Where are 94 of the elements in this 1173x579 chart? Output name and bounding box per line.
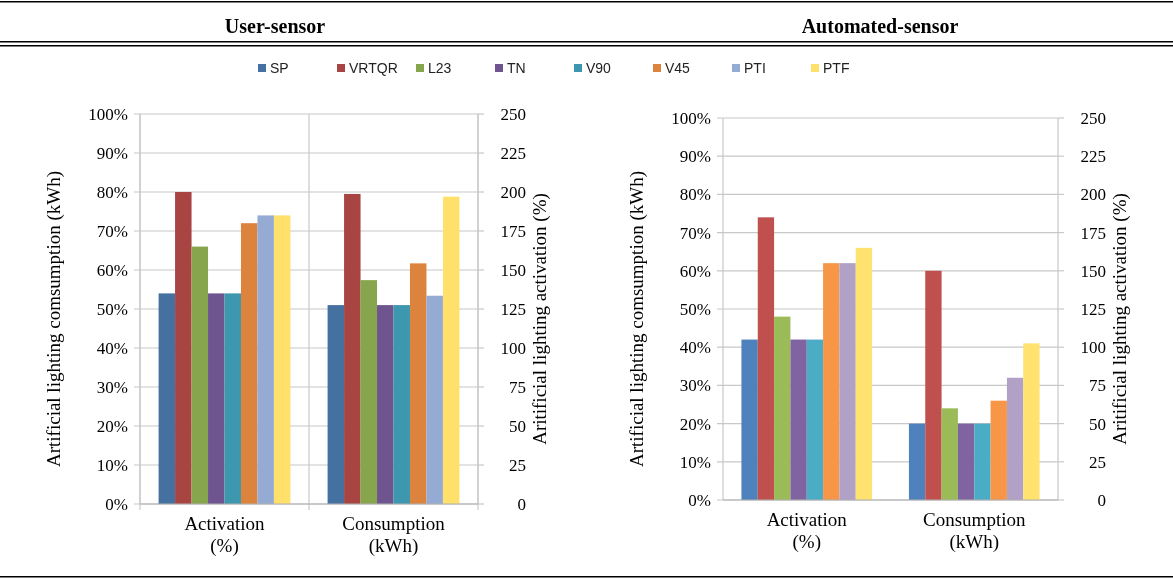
y-tick-label: 0% — [688, 491, 711, 510]
chart-title: User-sensor — [224, 15, 326, 37]
y2-tick-label: 150 — [500, 261, 526, 280]
bar — [409, 263, 427, 504]
bar — [393, 305, 410, 504]
y-tick-label: 10% — [679, 452, 711, 472]
bar — [957, 423, 975, 500]
bar — [344, 193, 361, 504]
y2-tick-label: 50 — [1089, 414, 1106, 434]
bar — [774, 316, 791, 500]
y2-tick-label: 125 — [1080, 300, 1106, 319]
y2-tick-label: 200 — [500, 183, 526, 202]
bar — [823, 263, 840, 500]
y2-axis-title: Aritificial lighting activation (%) — [529, 193, 551, 445]
y-tick-label: 20% — [679, 414, 711, 434]
y2-tick-label: 150 — [1080, 261, 1106, 281]
bar — [908, 423, 926, 500]
bar — [257, 215, 274, 504]
bar — [224, 293, 241, 504]
bar — [741, 339, 758, 500]
bar — [790, 339, 807, 500]
legend-label: L23 — [428, 60, 452, 76]
y-tick-label: 80% — [679, 185, 711, 205]
y-tick-label: 80% — [96, 183, 128, 202]
bar — [839, 263, 856, 500]
y2-tick-label: 225 — [500, 144, 526, 163]
bar — [757, 217, 775, 500]
legend-label: VRTQR — [349, 60, 398, 76]
x-tick-label: Activation (%) — [766, 509, 848, 553]
legend-label: PTI — [744, 60, 766, 76]
y-tick-label: 50% — [679, 300, 711, 319]
y-tick-label: 100% — [671, 109, 711, 128]
bar — [208, 293, 225, 504]
y-tick-label: 50% — [96, 300, 128, 319]
bar — [855, 247, 873, 500]
bar — [990, 400, 1007, 500]
y-tick-label: 30% — [679, 376, 711, 396]
y-axis-title: Artificial lighting comsumption (kWh) — [626, 170, 648, 468]
y2-tick-label: 75 — [1089, 376, 1106, 396]
y2-tick-label: 25 — [509, 456, 526, 475]
x-tick-label: Consumption (kWh) — [923, 509, 1026, 553]
y-tick-label: 100% — [88, 105, 128, 124]
y-tick-label: 70% — [679, 223, 711, 243]
y2-tick-label: 25 — [1089, 452, 1106, 472]
y2-tick-label: 50 — [509, 417, 526, 436]
y-tick-label: 40% — [96, 339, 128, 358]
bar — [426, 295, 443, 504]
y-tick-label: 10% — [96, 456, 128, 475]
bar — [1006, 377, 1024, 500]
y-tick-label: 90% — [679, 147, 711, 167]
bar — [941, 408, 958, 500]
bar — [273, 215, 291, 504]
y2-tick-label: 0 — [1097, 491, 1106, 510]
bar — [442, 196, 460, 504]
y2-tick-label: 250 — [500, 105, 526, 124]
y2-tick-label: 200 — [1080, 185, 1106, 205]
bar — [175, 192, 192, 504]
legend-label: V90 — [586, 60, 612, 76]
legend-label: TN — [507, 60, 526, 76]
y-tick-label: 30% — [96, 378, 128, 397]
y2-tick-label: 225 — [1080, 147, 1106, 167]
bar — [974, 423, 991, 500]
bar — [925, 270, 942, 500]
y-tick-label: 0% — [105, 495, 128, 514]
y2-tick-label: 0 — [517, 495, 526, 514]
y2-tick-label: 250 — [1080, 109, 1106, 128]
y-tick-label: 40% — [679, 338, 711, 358]
y-tick-label: 60% — [96, 261, 128, 280]
y-tick-label: 70% — [96, 222, 128, 241]
bar — [158, 293, 176, 504]
y2-axis-title: Aritificial lighting activation (%) — [1109, 193, 1131, 445]
chart-title: Automated-sensor — [801, 15, 959, 37]
y-tick-label: 60% — [679, 261, 711, 281]
legend-label: SP — [270, 60, 289, 76]
legend-label: PTF — [823, 60, 850, 76]
legend-label: V45 — [665, 60, 691, 76]
y2-tick-label: 125 — [500, 300, 526, 319]
bar — [191, 246, 209, 504]
y-tick-label: 90% — [96, 144, 128, 163]
bar — [806, 339, 824, 500]
bar — [377, 305, 394, 504]
y2-tick-label: 100 — [1080, 338, 1106, 358]
y2-tick-label: 100 — [500, 339, 526, 358]
y2-tick-label: 175 — [1080, 223, 1106, 243]
y2-tick-label: 175 — [500, 222, 526, 241]
bar — [1023, 343, 1040, 500]
bar — [327, 305, 345, 504]
bar — [360, 280, 378, 504]
x-tick-label: Activation (%) — [184, 513, 266, 557]
y-axis-title: Artificial lighting comsumption (kWh) — [43, 170, 65, 468]
y2-tick-label: 75 — [509, 378, 526, 397]
x-tick-label: Consumption (kWh) — [342, 513, 446, 557]
y-tick-label: 20% — [96, 417, 128, 436]
bar — [240, 223, 258, 504]
